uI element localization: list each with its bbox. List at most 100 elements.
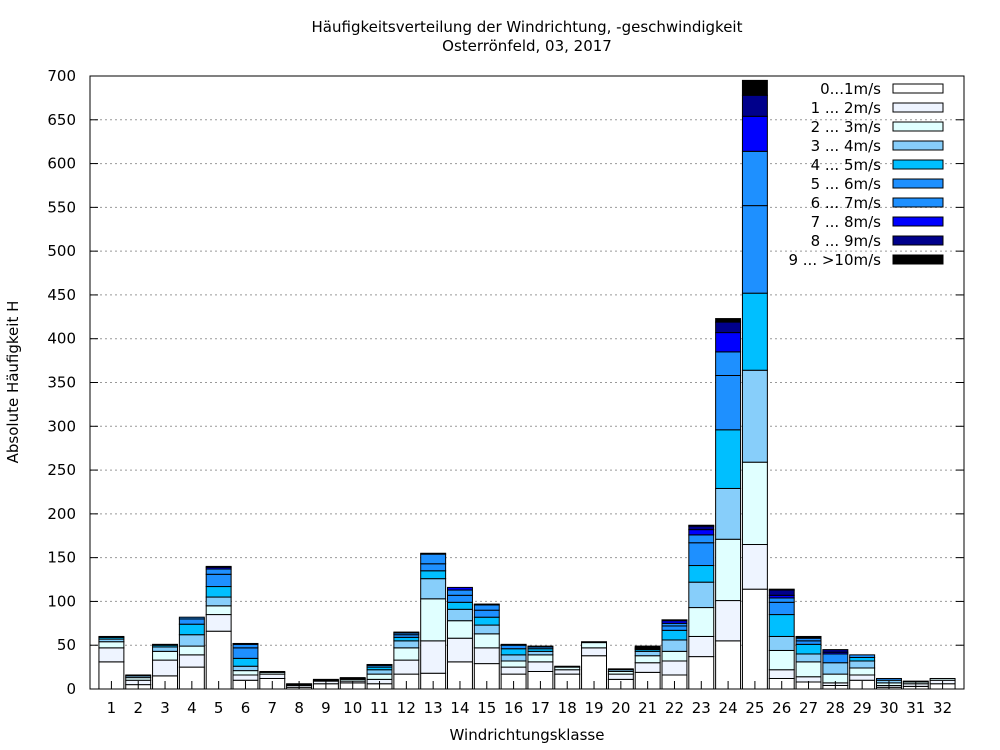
y-axis-label: Absolute Häufigkeit H [4,301,22,464]
bar-segment [822,662,849,675]
x-tick-label: 18 [558,699,577,717]
bar-segment [473,609,500,618]
bar-segment [232,642,259,645]
y-tick-label: 300 [47,417,76,435]
bar-segment [741,150,768,207]
bar-segment [205,614,232,632]
bar-segment [420,598,447,642]
bar-segment [661,625,688,631]
bar-segment [500,654,527,662]
bar-segment [259,670,286,673]
bar-segment [393,647,420,661]
y-tick-label: 200 [47,505,76,523]
x-axis-label: Windrichtungsklasse [450,726,605,744]
bar-segment [661,619,688,622]
bar-segment [688,534,715,544]
y-tick-label: 0 [66,680,76,698]
legend-swatch [892,140,944,151]
bar-segment [715,429,742,489]
bar-segment [768,669,795,679]
bar-segment [849,656,876,662]
bar-segment [447,637,473,663]
bar-segment [554,665,581,668]
bar-segment [500,644,527,650]
bar-segment [634,645,661,649]
legend-swatch [892,197,944,208]
bar-segment [232,657,259,667]
x-tick-label: 2 [133,699,143,717]
bar-segment [473,603,500,606]
x-tick-label: 30 [879,699,898,717]
bar-segment [768,589,795,596]
bar-segment [152,659,178,677]
legend-swatch [892,102,944,113]
bar-segment [741,94,768,117]
x-tick-label: 31 [906,699,925,717]
bar-segment [473,624,500,635]
bar-segment [795,640,822,645]
x-tick-label: 15 [477,699,496,717]
y-tick-label: 550 [47,198,76,216]
bar-segment [447,594,473,603]
bar-segment [152,650,178,661]
y-tick-label: 400 [47,330,76,348]
x-tick-label: 14 [450,699,469,717]
bar-segment [768,635,795,651]
bar-segment [178,645,205,656]
bar-segment [634,662,661,673]
bar-segment [715,332,742,353]
bar-segment [98,635,125,638]
bar-segment [178,623,205,636]
y-axis-ticks: 0 50 100 150 200 250 300 350 400 450 500 550 600 650 7… [47,67,964,698]
bar-segment [849,674,876,681]
bar-segment [741,292,768,371]
bar-segment [366,663,393,666]
bar-segment [152,643,178,646]
bar-segment [178,618,205,625]
plot-frame [89,75,965,690]
x-tick-label: 25 [745,699,764,717]
x-tick-label: 21 [638,699,657,717]
bar-segment [768,649,795,671]
legend-label: 9 ... >10m/s [788,251,881,269]
y-tick-label: 600 [47,155,76,173]
bar-segment [447,620,473,639]
legend-swatch [892,235,944,246]
x-tick-label: 23 [692,699,711,717]
x-tick-label: 16 [504,699,523,717]
x-tick-label: 11 [370,699,389,717]
bar-segment [849,660,876,669]
bar-segment [741,205,768,294]
bar-segment [822,653,849,664]
bar-segment [366,673,393,680]
x-tick-label: 6 [241,699,251,717]
x-tick-label: 3 [160,699,170,717]
bar-segment [473,616,500,626]
legend-label: 0...1m/s [820,80,881,98]
bar-segment [688,529,715,536]
x-tick-label: 17 [531,699,550,717]
bar-segment [232,647,259,659]
bar-segment [420,640,447,674]
bar-segment [205,586,232,598]
legend-label: 4 ... 5m/s [811,156,882,174]
legend-label: 2 ... 3m/s [811,118,882,136]
bar-segment [929,677,956,681]
bar-segment [152,646,178,652]
x-tick-label: 24 [719,699,738,717]
chart-subtitle: Osterrönfeld, 03, 2017 [442,37,612,55]
bar-segment [527,654,554,663]
legend-swatch [892,254,944,265]
bar-segment [393,636,420,642]
y-tick-label: 500 [47,242,76,260]
bar-segment [768,601,795,616]
bar-segment [98,641,125,649]
bar-segment [500,660,527,668]
legend-swatch [892,83,944,94]
bar-segment [393,640,420,649]
bar-segment [473,604,500,611]
legend-swatch [892,178,944,189]
bar-segment [795,635,822,638]
bar-segment [661,639,688,652]
